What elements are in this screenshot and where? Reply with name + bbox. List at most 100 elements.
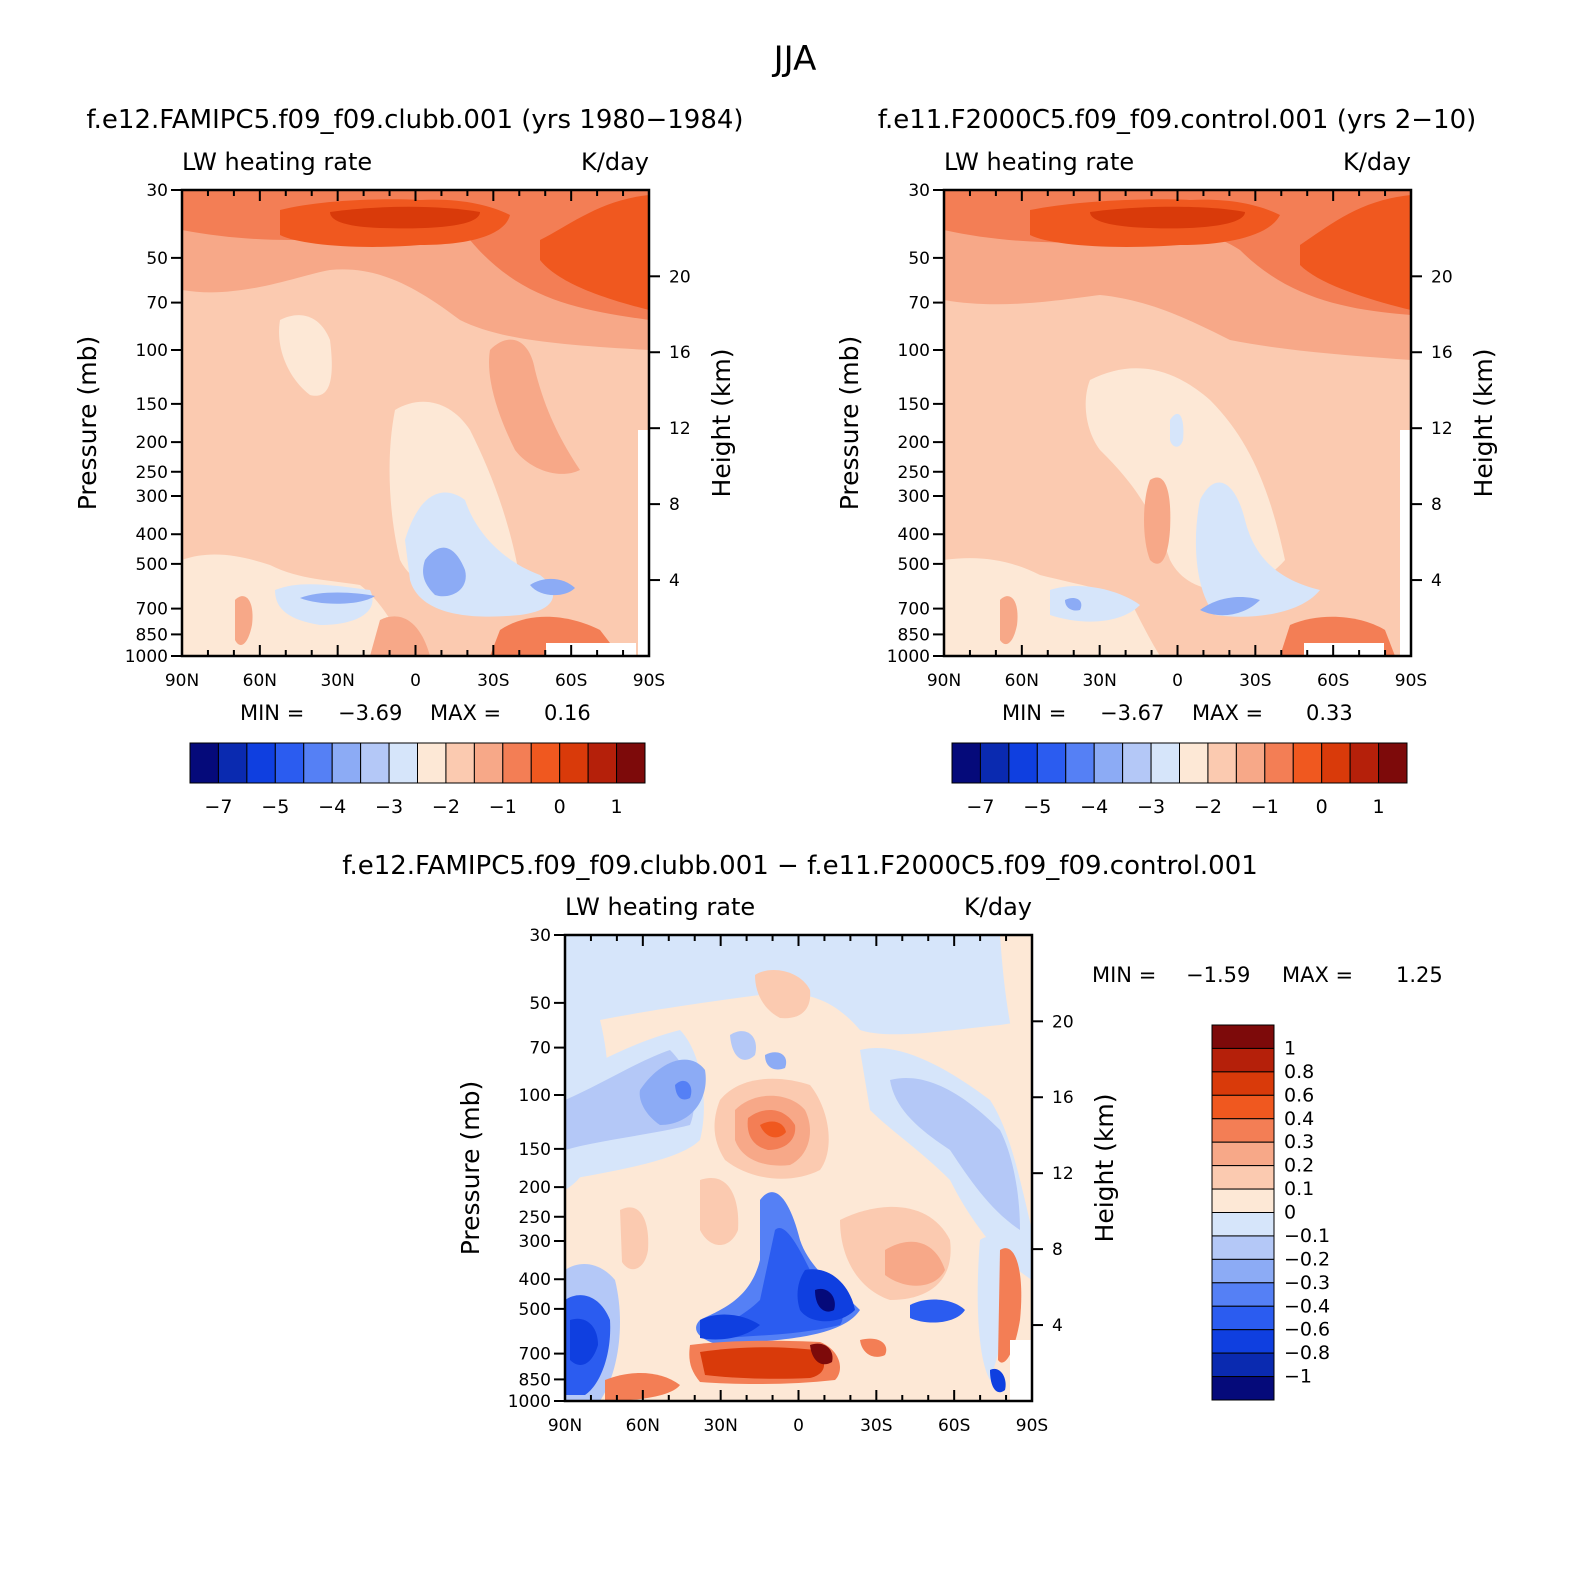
colorbar-swatch xyxy=(1211,1071,1275,1096)
colorbar-swatch xyxy=(1211,1024,1275,1049)
colorbar-label: 1 xyxy=(1284,1037,1296,1059)
colorbar: −7 −5 −4 −3 −2 −1 0 1 xyxy=(189,742,646,818)
colorbar-swatch xyxy=(417,742,447,784)
colorbar-label: −3 xyxy=(375,796,403,818)
y2-tick-label: 12 xyxy=(669,419,691,439)
variable-label: LW heating rate xyxy=(182,148,372,176)
colorbar-label: −0.6 xyxy=(1284,1319,1330,1341)
y-axis-label: Pressure (mb) xyxy=(835,336,864,510)
x-tick-label: 90N xyxy=(165,671,199,691)
x-tick-labels: 90N 60N 30N 0 30S 60S 90S xyxy=(548,1416,1048,1436)
y-tick-label: 250 xyxy=(136,463,168,483)
colorbar-label: −2 xyxy=(432,796,460,818)
y-tick-label: 200 xyxy=(519,1178,551,1198)
y-tick-label: 500 xyxy=(898,555,930,575)
y2-tick-label: 8 xyxy=(1431,495,1442,515)
min-max-readout: MIN = −3.67 MAX = 0.33 xyxy=(1002,701,1353,725)
colorbar-label: −0.4 xyxy=(1284,1295,1330,1317)
colorbar-label: −1 xyxy=(489,796,517,818)
x-tick-label: 60S xyxy=(555,671,587,691)
y2-tick-label: 16 xyxy=(1052,1088,1074,1108)
colorbar-swatch xyxy=(559,742,589,784)
colorbar-swatch xyxy=(502,742,532,784)
y-tick-label: 700 xyxy=(136,600,168,620)
y-tick-label: 700 xyxy=(519,1345,551,1365)
y2-axis-label: Height (km) xyxy=(707,349,736,498)
y-tick-label: 250 xyxy=(519,1208,551,1228)
colorbar-swatch xyxy=(331,742,362,784)
colorbar-swatch xyxy=(217,742,248,784)
x-tick-label: 30S xyxy=(1239,671,1271,691)
colorbar-label: −5 xyxy=(261,796,289,818)
panel-clubb: f.e12.FAMIPC5.f09_f09.clubb.001 (yrs 198… xyxy=(73,105,744,818)
colorbar-swatch xyxy=(1211,1258,1275,1284)
y2-tick-label: 20 xyxy=(1052,1012,1074,1032)
colorbar-swatch xyxy=(445,742,475,784)
colorbar-label: −0.2 xyxy=(1284,1248,1330,1270)
colorbar-swatch xyxy=(979,742,1010,784)
y2-tick-label: 20 xyxy=(669,267,691,287)
colorbar-swatch xyxy=(1211,1376,1275,1401)
colorbar-label: −1 xyxy=(1251,796,1279,818)
y-tick-label: 850 xyxy=(519,1370,551,1390)
x-tick-label: 90S xyxy=(633,671,665,691)
y2-tick-labels: 20 16 12 8 4 xyxy=(1052,1012,1074,1336)
y-tick-label: 500 xyxy=(136,555,168,575)
colorbar: −7 −5 −4 −3 −2 −1 0 1 xyxy=(951,742,1408,818)
y-tick-label: 50 xyxy=(529,994,551,1014)
colorbar-swatch xyxy=(1065,742,1095,784)
y-tick-label: 400 xyxy=(898,525,930,545)
x-tick-label: 90N xyxy=(927,671,961,691)
x-tick-label: 30S xyxy=(477,671,509,691)
units-label: K/day xyxy=(964,893,1032,921)
y-axis-label: Pressure (mb) xyxy=(73,336,102,510)
panel-title: f.e11.F2000C5.f09_f09.control.001 (yrs 2… xyxy=(878,105,1477,135)
y2-tick-label: 16 xyxy=(669,343,691,363)
colorbar-swatch xyxy=(1349,742,1380,784)
colorbar-swatch xyxy=(1211,1305,1275,1331)
colorbar-swatch xyxy=(1378,742,1408,784)
colorbar-label: −0.3 xyxy=(1284,1272,1330,1294)
x-tick-label: 0 xyxy=(1172,671,1183,691)
x-tick-label: 30N xyxy=(320,671,354,691)
colorbar-label: −4 xyxy=(318,796,346,818)
y-tick-label: 400 xyxy=(519,1270,551,1290)
colorbar-label: −3 xyxy=(1137,796,1165,818)
panel-difference: f.e12.FAMIPC5.f09_f09.clubb.001 − f.e11.… xyxy=(342,851,1443,1436)
x-tick-label: 90S xyxy=(1395,671,1427,691)
y-tick-label: 50 xyxy=(146,249,168,269)
y-tick-label: 300 xyxy=(136,487,168,507)
variable-label: LW heating rate xyxy=(944,148,1134,176)
x-tick-label: 60S xyxy=(938,1416,970,1436)
y2-tick-label: 4 xyxy=(1431,571,1442,591)
tick-lines xyxy=(171,189,660,657)
colorbar-swatch xyxy=(1122,742,1152,784)
colorbar-label: −1 xyxy=(1284,1366,1312,1388)
colorbar-swatch xyxy=(388,742,418,784)
y2-tick-labels: 20 16 12 8 4 xyxy=(669,267,691,591)
variable-label: LW heating rate xyxy=(565,893,755,921)
colorbar-label: 0 xyxy=(1284,1202,1296,1224)
colorbar-swatch xyxy=(616,742,646,784)
colorbar-label: −0.8 xyxy=(1284,1342,1330,1364)
colorbar-swatch xyxy=(1211,1094,1275,1120)
colorbar-label: 0.2 xyxy=(1284,1155,1314,1177)
colorbar-label: 0.3 xyxy=(1284,1131,1314,1153)
colorbar-label: 0.4 xyxy=(1284,1108,1314,1130)
y-tick-label: 400 xyxy=(136,525,168,545)
colorbar-label: 0.8 xyxy=(1284,1061,1314,1083)
colorbar-swatch xyxy=(951,742,981,784)
colorbar-swatch xyxy=(1211,1235,1275,1260)
tick-lines xyxy=(933,189,1422,657)
contour-field xyxy=(944,190,1411,656)
y-tick-label: 300 xyxy=(519,1232,551,1252)
y-tick-label: 30 xyxy=(908,181,930,201)
min-max-readout: MIN = −3.69 MAX = 0.16 xyxy=(240,701,591,725)
colorbar-swatch xyxy=(1211,1188,1275,1213)
y2-tick-label: 8 xyxy=(669,495,680,515)
y2-tick-label: 8 xyxy=(1052,1240,1063,1260)
